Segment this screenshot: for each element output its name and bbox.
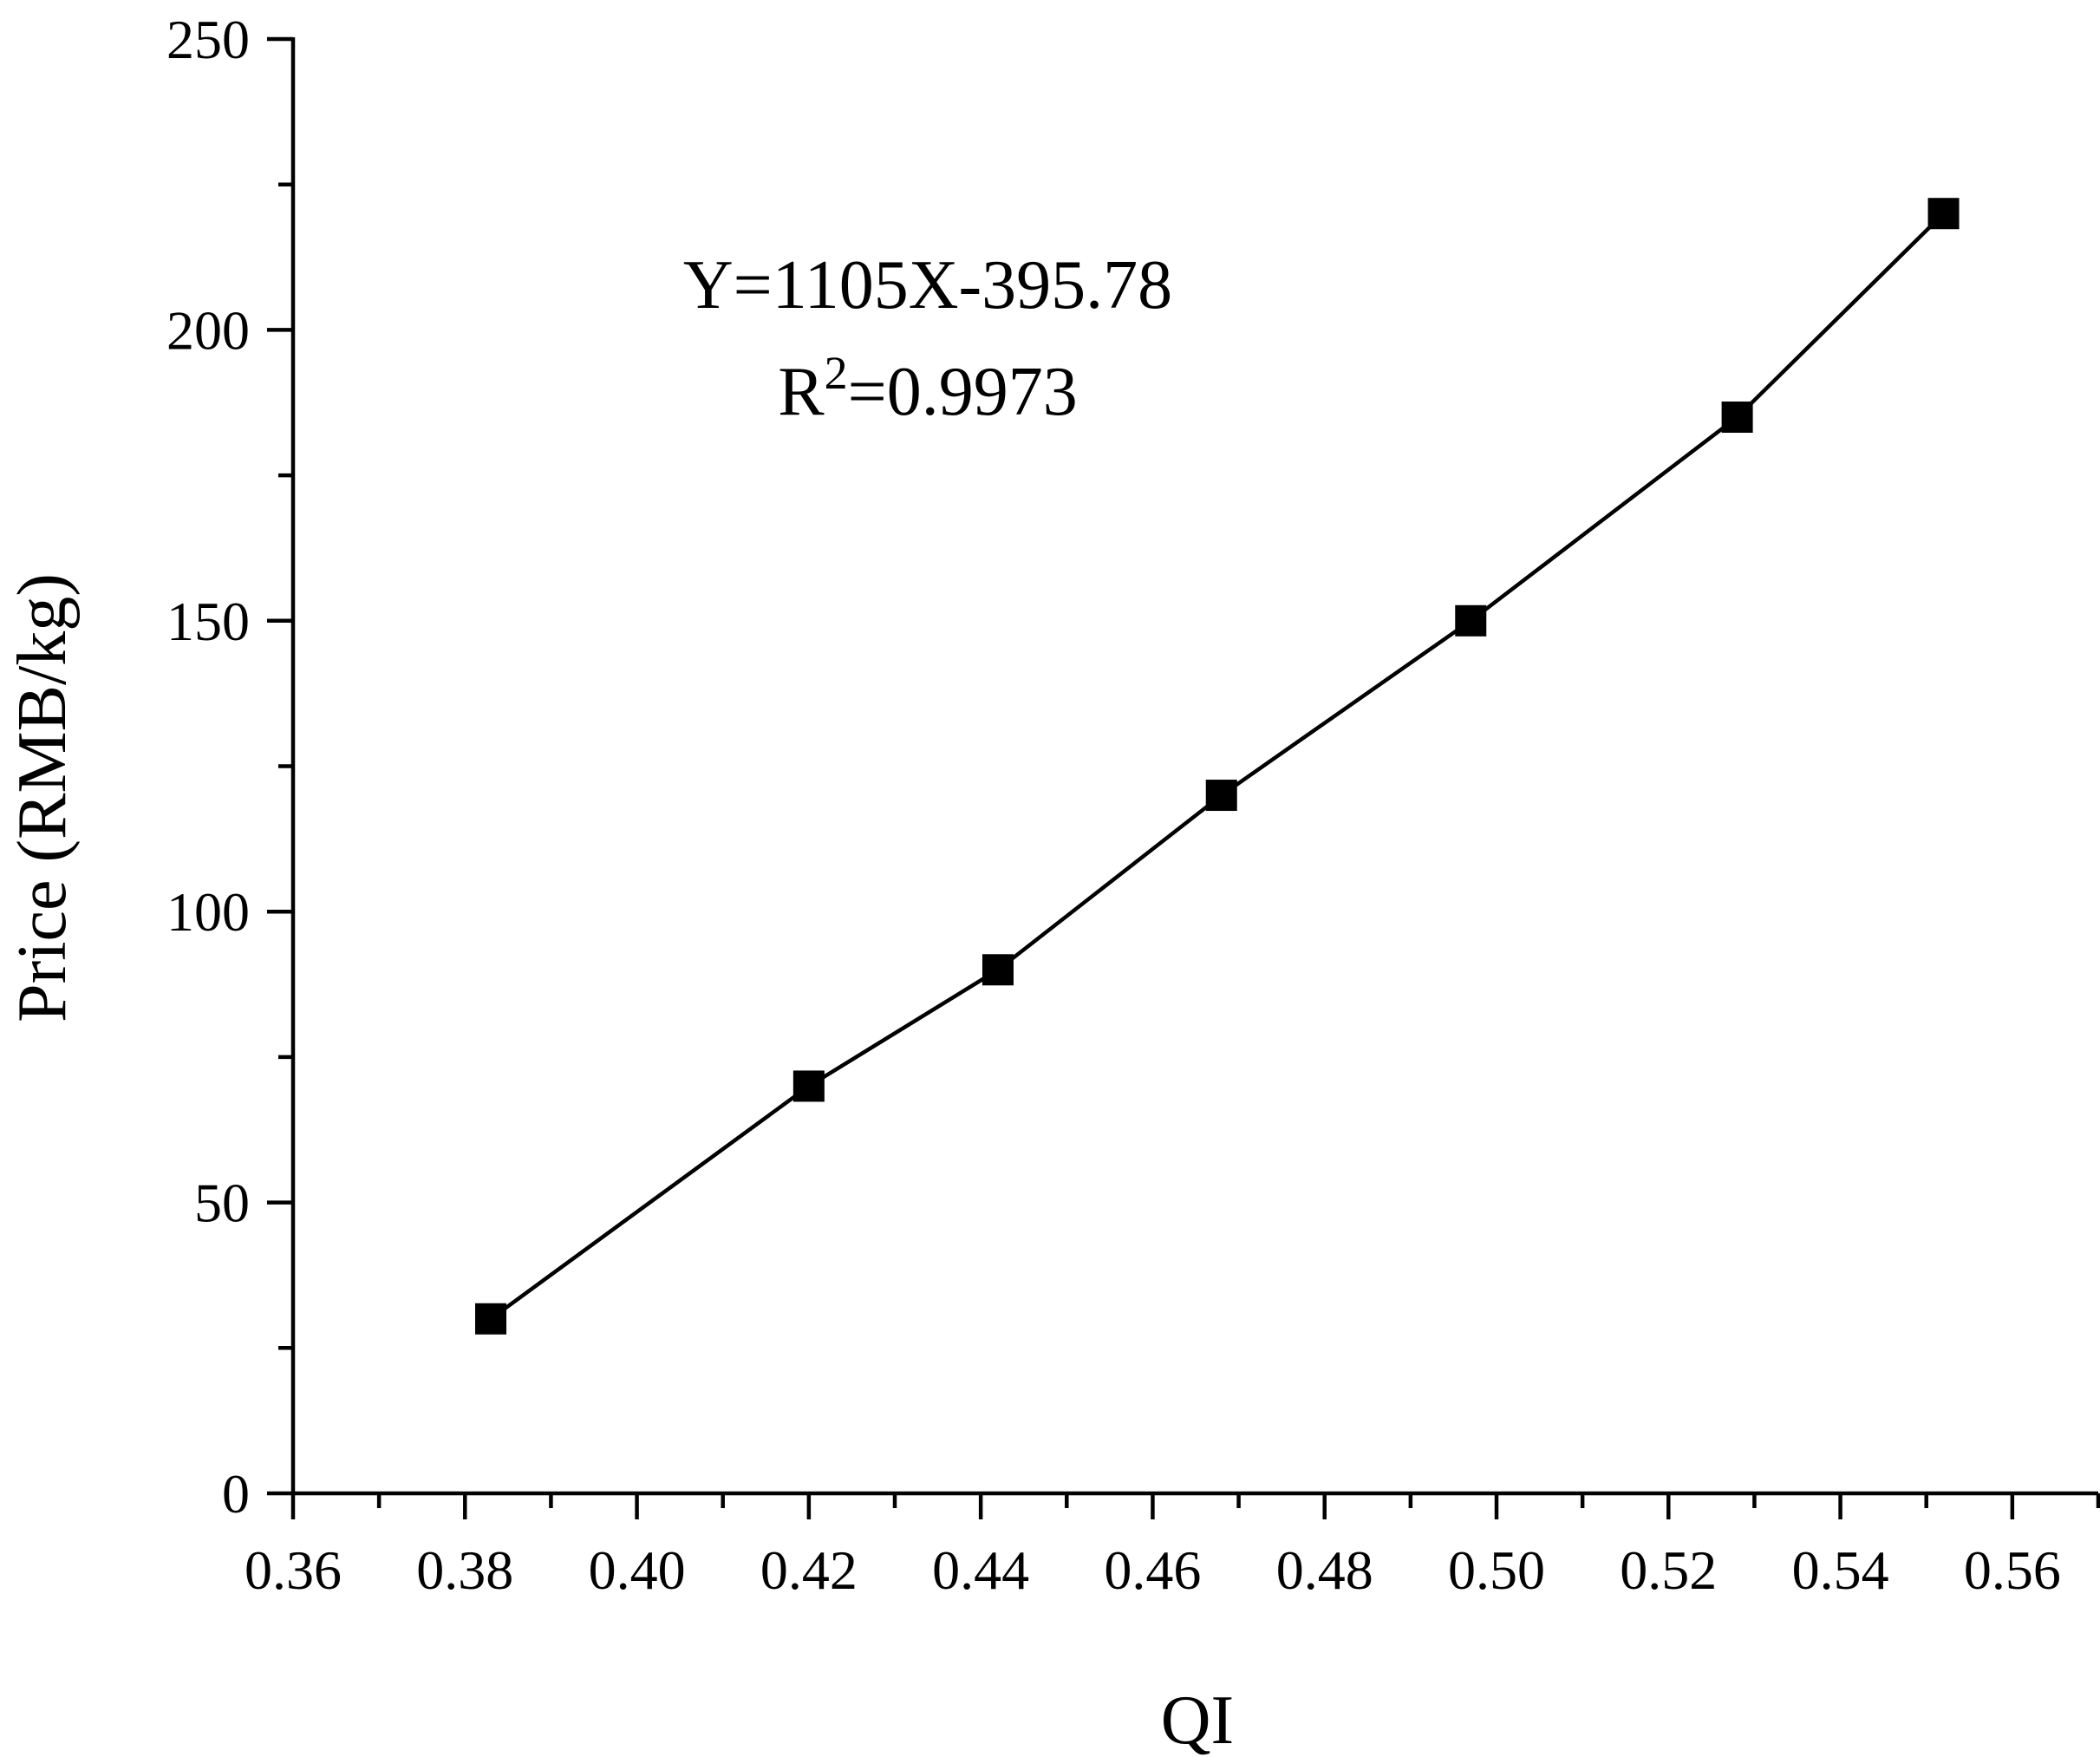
data-point-marker	[1721, 402, 1753, 434]
y-axis-title: Price (RMB/kg)	[4, 573, 81, 1022]
axes	[290, 37, 2098, 1496]
regression-equation: Y=1105X-395.78	[683, 247, 1172, 323]
x-tick-label: 0.44	[932, 1539, 1029, 1601]
x-tick-label: 0.56	[1964, 1539, 2061, 1601]
y-tick-label: 100	[166, 881, 250, 943]
x-tick-label: 0.50	[1448, 1539, 1545, 1601]
data-point-marker	[475, 1303, 507, 1335]
series	[475, 198, 1960, 1335]
x-tick-label: 0.52	[1620, 1539, 1717, 1601]
y-tick-label: 0	[222, 1463, 250, 1525]
x-tick-label: 0.46	[1104, 1539, 1201, 1601]
data-point-marker	[982, 954, 1014, 986]
x-tick-label: 0.42	[760, 1539, 858, 1601]
r-squared-prefix: R	[778, 354, 825, 430]
x-tick-label: 0.40	[589, 1539, 686, 1601]
data-point-marker	[1927, 198, 1960, 230]
series-line	[489, 212, 1946, 1321]
x-tick-label: 0.48	[1276, 1539, 1373, 1601]
x-tick-label: 0.54	[1792, 1539, 1889, 1601]
y-tick-label: 200	[166, 299, 250, 361]
data-point-marker	[792, 1070, 825, 1102]
r-squared-superscript: 2	[825, 347, 848, 399]
x-tick-label: 0.36	[245, 1539, 342, 1601]
data-point-marker	[1455, 604, 1487, 637]
r-squared-value: =0.9973	[848, 354, 1078, 430]
ticks: 0.36 0.38 0.40 0.42 0.44 0.46 0.48 0.50 0.52 0.54…	[166, 9, 2100, 1601]
x-tick-label: 0.38	[416, 1539, 513, 1601]
y-tick-label: 150	[166, 591, 250, 652]
data-point-marker	[1205, 780, 1237, 812]
y-tick-label: 250	[166, 9, 250, 70]
y-tick-label: 50	[194, 1172, 250, 1234]
x-axis-title: QI	[1161, 1682, 1234, 1757]
r-squared-annotation: R2=0.9973	[778, 347, 1077, 430]
